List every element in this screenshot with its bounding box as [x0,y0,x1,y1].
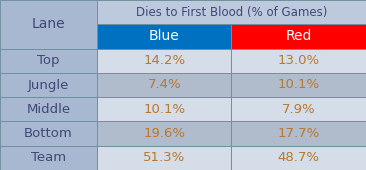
Bar [0,49,97,73]
Text: Middle: Middle [26,103,71,116]
Bar [97,121,232,146]
Bar [232,24,366,49]
Text: Bottom: Bottom [24,127,73,140]
Bar [0,121,97,146]
Bar [0,146,97,170]
Bar [0,97,97,121]
Text: Top: Top [37,54,60,67]
Text: 48.7%: 48.7% [278,151,320,164]
Bar [97,0,366,24]
Bar [232,146,366,170]
Text: 51.3%: 51.3% [143,151,185,164]
Text: 19.6%: 19.6% [143,127,185,140]
Bar [232,97,366,121]
Bar [97,24,232,49]
Text: 14.2%: 14.2% [143,54,185,67]
Bar [97,49,232,73]
Bar [97,97,232,121]
Text: 7.4%: 7.4% [147,79,181,91]
Text: Jungle: Jungle [28,79,69,91]
Bar [232,73,366,97]
Bar [97,146,232,170]
Bar [232,49,366,73]
Bar [0,0,97,49]
Text: Blue: Blue [149,29,180,43]
Bar [97,73,232,97]
Text: 13.0%: 13.0% [278,54,320,67]
Text: Dies to First Blood (% of Games): Dies to First Blood (% of Games) [136,6,327,19]
Bar [232,121,366,146]
Text: 10.1%: 10.1% [278,79,320,91]
Text: 10.1%: 10.1% [143,103,185,116]
Text: Red: Red [285,29,312,43]
Text: Lane: Lane [32,17,65,31]
Text: Team: Team [31,151,66,164]
Bar [0,73,97,97]
Text: 7.9%: 7.9% [282,103,315,116]
Text: 17.7%: 17.7% [278,127,320,140]
